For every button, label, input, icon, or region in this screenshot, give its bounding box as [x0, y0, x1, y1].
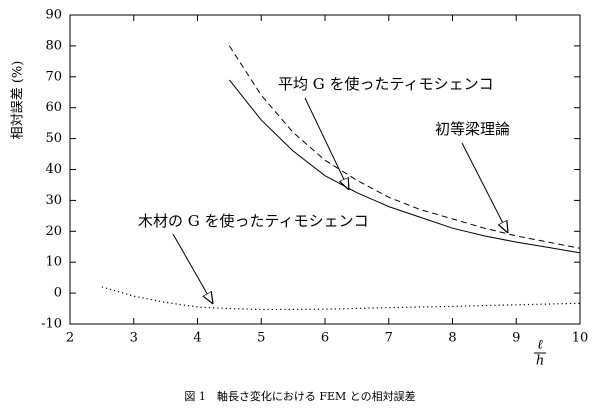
- y-tick-label: 70: [45, 69, 62, 84]
- annotation-arrow: [461, 142, 508, 233]
- x-tick-label: 5: [257, 331, 265, 346]
- series-annotation: 平均 G を使ったティモシェンコ: [278, 75, 494, 93]
- series-line: [229, 79, 581, 254]
- series-annotation: 初等梁理論: [435, 120, 510, 138]
- y-axis-label: 相対誤差 (%): [10, 61, 26, 140]
- y-tick-label: 0: [54, 286, 62, 301]
- x-tick-label: 2: [66, 331, 74, 346]
- x-axis-label-denominator: h: [536, 354, 544, 369]
- x-tick-label: 4: [193, 331, 201, 346]
- plot-frame: [69, 14, 581, 325]
- annotation-arrow: [304, 97, 349, 190]
- y-tick-label: 30: [45, 193, 62, 208]
- x-tick-label: 9: [512, 331, 520, 346]
- x-tick-label: 8: [448, 331, 456, 346]
- y-tick-label: 20: [45, 224, 62, 239]
- x-tick-label: 10: [572, 331, 589, 346]
- y-tick-label: 60: [45, 100, 62, 115]
- y-tick-label: 80: [45, 38, 62, 53]
- series-line: [101, 286, 581, 311]
- x-tick-label: 6: [321, 331, 329, 346]
- y-tick-label: -10: [41, 317, 62, 332]
- x-axis-label-numerator: ℓ: [537, 338, 543, 353]
- caption: 図 1 軸長さ変化における FEM との相対誤差: [184, 389, 415, 403]
- y-tick-label: 40: [45, 162, 62, 177]
- series-annotation: 木材の G を使ったティモシェンコ: [138, 212, 369, 230]
- x-tick-label: 3: [130, 331, 138, 346]
- series-line: [228, 45, 581, 249]
- x-tick-label: 7: [385, 331, 393, 346]
- y-tick-label: 10: [45, 255, 62, 270]
- y-tick-label: 90: [45, 8, 62, 23]
- y-tick-label: 50: [45, 131, 62, 146]
- annotation-arrow: [172, 233, 213, 304]
